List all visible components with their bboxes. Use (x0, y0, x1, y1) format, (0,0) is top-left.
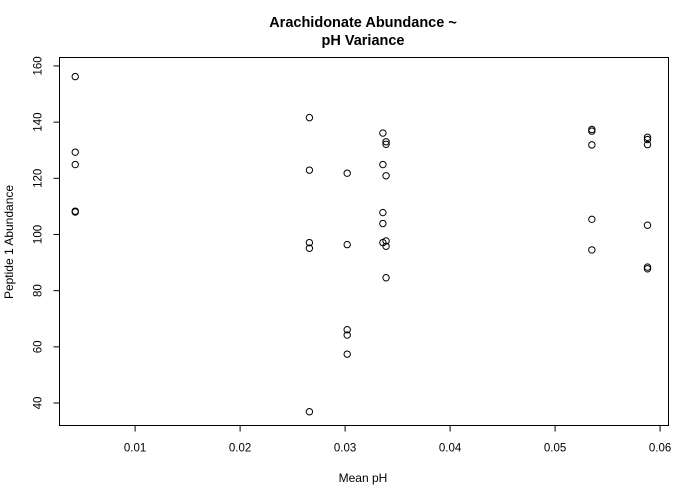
data-point (305, 113, 314, 122)
data-point (343, 169, 351, 177)
x-tick-label: 0.04 (439, 443, 462, 455)
data-point (588, 141, 596, 149)
data-point (382, 172, 390, 180)
data-point (643, 221, 652, 229)
data-point (643, 135, 652, 144)
data-point (379, 219, 387, 228)
x-tick-label: 0.05 (544, 443, 566, 455)
y-tick-label: 40 (33, 397, 45, 410)
x-tick-label: 0.02 (229, 443, 251, 455)
x-axis-label: Mean pH (339, 471, 388, 485)
data-point (343, 350, 351, 358)
data-point (71, 72, 79, 81)
data-point (643, 133, 652, 141)
data-point (382, 138, 390, 146)
data-point (305, 244, 314, 252)
data-points (71, 72, 652, 416)
y-tick-label: 140 (33, 113, 45, 132)
data-point (588, 246, 596, 254)
data-point (379, 129, 387, 137)
chart-title-line-1: Arachidonate Abundance ~ (269, 15, 457, 31)
x-tick-label: 0.03 (334, 443, 356, 455)
y-tick-label: 120 (33, 169, 45, 188)
data-point (643, 265, 652, 273)
data-point (343, 326, 351, 334)
data-point (379, 160, 387, 169)
data-point (305, 238, 314, 247)
y-tick-label: 60 (33, 340, 45, 353)
data-point (382, 242, 390, 250)
data-point (305, 166, 314, 174)
x-tick-label: 0.01 (124, 443, 146, 455)
y-tick-label: 160 (33, 56, 45, 75)
data-point (588, 127, 596, 135)
data-point (379, 208, 387, 217)
y-axis-label: Peptide 1 Abundance (2, 185, 16, 299)
data-point (305, 408, 314, 416)
data-point (382, 274, 390, 282)
data-point (343, 240, 351, 249)
data-point (71, 160, 79, 169)
y-tick-label: 100 (33, 225, 45, 244)
data-point (343, 331, 351, 339)
data-point (71, 148, 79, 156)
data-point (588, 215, 596, 224)
data-point (643, 140, 652, 149)
data-point (382, 140, 390, 149)
x-axis: 0.01 0.02 0.03 0.04 0.05 0.06 (124, 425, 671, 455)
y-axis: 40 60 80 100 120 140 160 (33, 56, 60, 409)
y-tick-label: 80 (33, 284, 45, 297)
data-point (71, 208, 79, 216)
plot-box (59, 57, 669, 426)
x-tick-label: 0.06 (649, 443, 671, 455)
chart-title-line-2: pH Variance (321, 33, 404, 49)
